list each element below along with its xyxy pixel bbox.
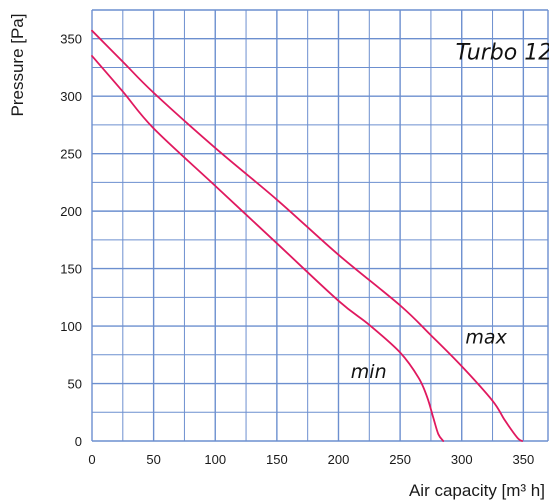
x-tick-label: 200 [328,452,350,467]
x-tick-label: 50 [146,452,160,467]
y-axis-label: Pressure [Pa] [8,14,27,117]
series-line-max [91,29,524,442]
tick-labels: 0 50 100 150 200 250 300 350 0 50 100 150 200 250 300 3… [60,32,534,467]
y-tick-label: 50 [68,377,82,392]
grid [91,9,549,442]
series-lines [91,29,524,442]
y-tick-label: 0 [75,434,82,449]
x-axis-label: Air capacity [m³ h] [409,481,545,500]
x-tick-label: 250 [389,452,411,467]
series-label-max: max [465,326,507,348]
y-tick-label: 350 [60,32,82,47]
x-tick-label: 100 [204,452,226,467]
x-tick-label: 0 [88,452,95,467]
y-tick-label: 300 [60,89,82,104]
x-tick-label: 300 [451,452,473,467]
chart-title: Turbo 125 max [456,40,549,65]
x-tick-label: 150 [266,452,288,467]
y-tick-label: 150 [60,262,82,277]
series-line-min [91,55,445,442]
y-tick-label: 100 [60,319,82,334]
y-tick-label: 200 [60,204,82,219]
y-tick-label: 250 [60,147,82,162]
x-tick-label: 350 [512,452,534,467]
annotations: Turbo 125 max max min [351,40,549,382]
series-label-min: min [351,361,387,383]
